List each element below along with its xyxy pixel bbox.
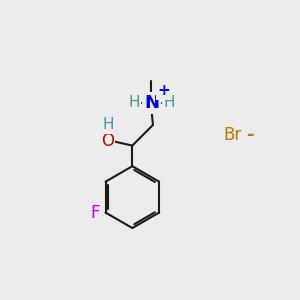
Text: H: H bbox=[102, 118, 114, 133]
Text: F: F bbox=[91, 204, 100, 222]
Text: O: O bbox=[101, 132, 114, 150]
Text: +: + bbox=[158, 83, 170, 98]
Text: Br: Br bbox=[223, 126, 242, 144]
Text: H: H bbox=[128, 95, 140, 110]
Text: N: N bbox=[144, 94, 159, 112]
Text: H: H bbox=[164, 95, 175, 110]
Text: -: - bbox=[247, 126, 254, 144]
